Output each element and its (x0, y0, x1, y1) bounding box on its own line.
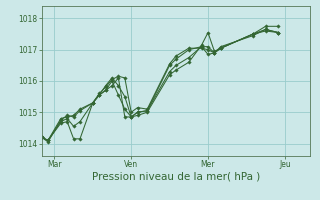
X-axis label: Pression niveau de la mer( hPa ): Pression niveau de la mer( hPa ) (92, 172, 260, 182)
